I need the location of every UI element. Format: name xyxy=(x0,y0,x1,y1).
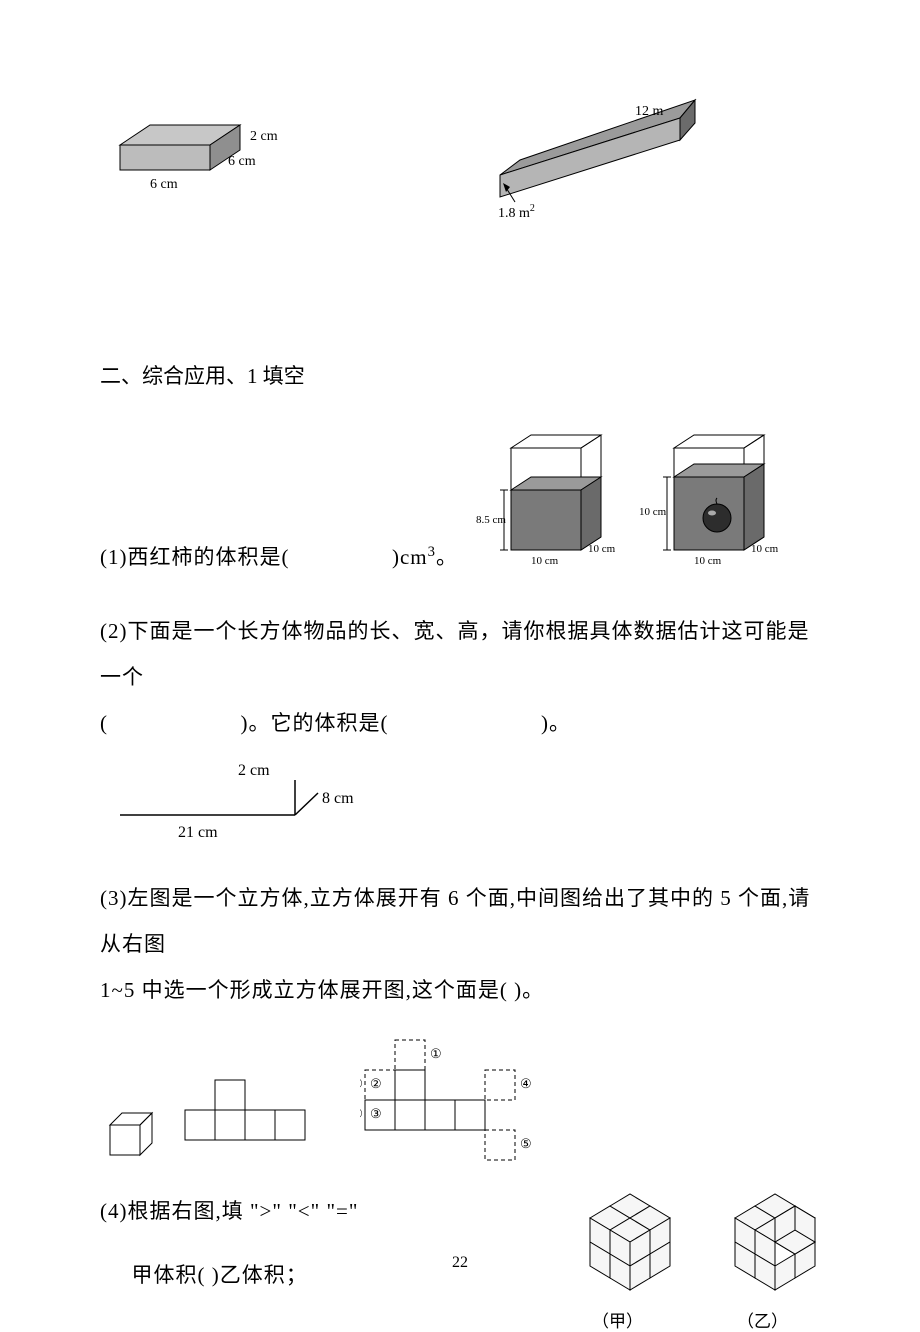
label-dim-b: 8 cm xyxy=(322,790,354,807)
figure-cube-yi xyxy=(705,1188,820,1298)
label-tank-left-w: 10 cm xyxy=(531,555,559,567)
q1-text-a: (1)西红柿的体积是( xyxy=(100,545,289,569)
opt-1: ① xyxy=(430,1046,442,1061)
q3-line1: (3)左图是一个立方体,立方体展开有 6 个面,中间图给出了其中的 5 个面,请… xyxy=(100,875,820,967)
q2-line2a: ( xyxy=(100,711,108,735)
opt-3: ③ xyxy=(360,1106,363,1121)
figure-net-five xyxy=(180,1075,340,1170)
figure-cube-jia xyxy=(560,1188,675,1298)
figure-lwh-sketch: 2 cm 8 cm 21 cm xyxy=(100,755,380,850)
label-tank-left-h: 8.5 cm xyxy=(476,514,506,526)
label-box-h: 2 cm xyxy=(250,129,278,144)
figure-tank-left: 8.5 cm 10 cm 10 cm xyxy=(476,430,621,580)
figure-box-small: 2 cm 6 cm 6 cm xyxy=(100,90,280,210)
label-box-w: 6 cm xyxy=(150,177,178,192)
q1-text-b: )cm xyxy=(392,545,428,569)
q2-line2b: )。它的体积是( xyxy=(241,711,389,735)
label-beam-area: 1.8 m2 xyxy=(498,203,535,220)
q1-exp: 3 xyxy=(428,544,436,560)
q2-line1: (2)下面是一个长方体物品的长、宽、高，请你根据具体数据估计这可能是一个 xyxy=(100,608,820,700)
figure-tank-right: 10 cm 10 cm 10 cm xyxy=(639,430,784,580)
svg-text:②: ② xyxy=(370,1076,382,1091)
label-box-d: 6 cm xyxy=(228,154,256,169)
q2-line2c: )。 xyxy=(541,711,571,735)
figure-cube-small xyxy=(100,1100,160,1170)
label-tank-right-d: 10 cm xyxy=(751,543,779,555)
section-title: 二、综合应用、1 填空 xyxy=(100,360,820,390)
svg-text:③: ③ xyxy=(370,1106,382,1121)
opt-5: ⑤ xyxy=(520,1136,532,1151)
opt-2: ② xyxy=(360,1076,363,1091)
label-tank-left-d: 10 cm xyxy=(588,543,616,555)
figure-net-options: ① ② ③ ④ ⑤ ② ③ xyxy=(360,1035,560,1170)
label-tank-right-h: 10 cm xyxy=(639,506,667,518)
q4-line1: (4)根据右图,填 ">" "<" "=" xyxy=(100,1188,358,1234)
caption-jia: （甲） xyxy=(560,1307,675,1332)
page-number: 22 xyxy=(0,1254,920,1272)
svg-text:②: ② xyxy=(360,1076,363,1091)
caption-yi: （乙） xyxy=(705,1307,820,1332)
q3-line2: 1~5 中选一个形成立方体展开图,这个面是( )。 xyxy=(100,967,820,1013)
label-tank-right-w: 10 cm xyxy=(694,555,722,567)
opt-4: ④ xyxy=(520,1076,532,1091)
label-beam-len: 12 m xyxy=(635,104,664,119)
label-dim-c: 21 cm xyxy=(178,824,218,841)
q1-text-c: 。 xyxy=(436,545,458,569)
figure-beam: 12 m 1.8 m2 xyxy=(460,90,720,220)
label-dim-a: 2 cm xyxy=(238,762,270,779)
